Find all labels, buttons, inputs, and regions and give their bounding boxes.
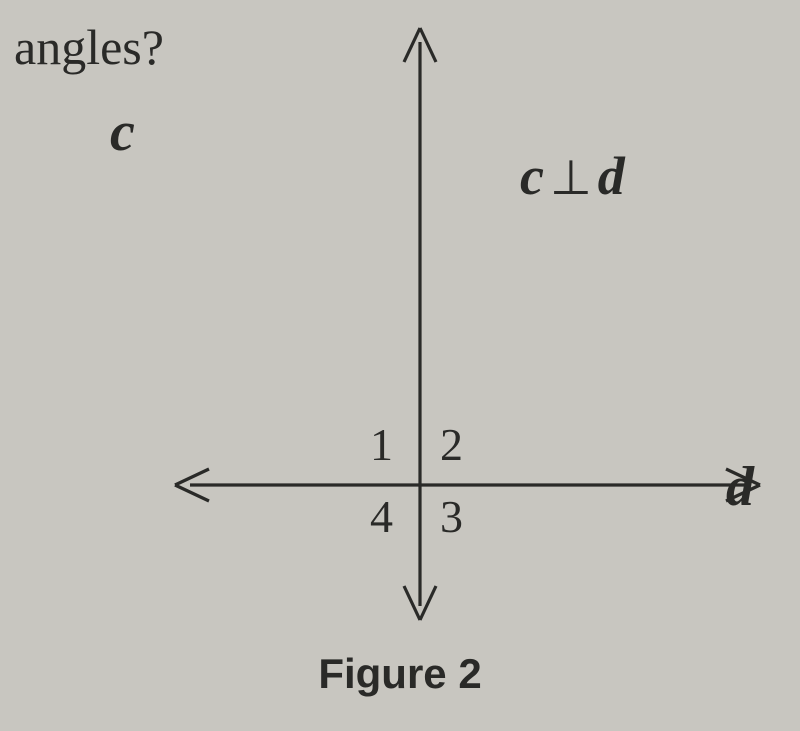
question-text: angles?: [14, 18, 164, 76]
perp-symbol: ⊥: [544, 150, 598, 206]
angle-label-2: 2: [440, 418, 463, 471]
label-line-c: c: [110, 100, 135, 164]
angle-label-4: 4: [370, 490, 393, 543]
angle-label-3: 3: [440, 490, 463, 543]
label-line-d: d: [726, 455, 754, 519]
label-perpendicular: c⊥d: [520, 145, 625, 207]
angle-label-1: 1: [370, 418, 393, 471]
perp-c: c: [520, 146, 544, 206]
perp-d: d: [598, 146, 625, 206]
figure-caption: Figure 2: [0, 650, 800, 698]
